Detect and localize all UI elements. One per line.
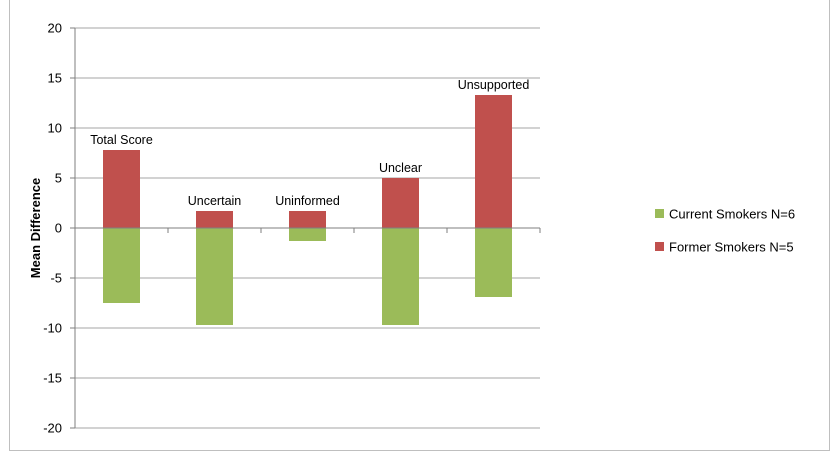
category-label: Unclear bbox=[379, 161, 422, 175]
legend-swatch bbox=[655, 242, 664, 251]
bars bbox=[103, 95, 512, 325]
y-tick-label: 10 bbox=[48, 121, 62, 136]
bar bbox=[196, 211, 233, 228]
legend-label: Current Smokers N=6 bbox=[669, 207, 795, 222]
bar bbox=[382, 178, 419, 228]
y-axis-label: Mean Difference bbox=[28, 178, 43, 278]
bar bbox=[475, 95, 512, 228]
bar bbox=[103, 150, 140, 228]
category-label: Total Score bbox=[90, 133, 153, 147]
legend-swatch bbox=[655, 209, 664, 218]
y-tick-label: 0 bbox=[55, 221, 62, 236]
bar bbox=[103, 228, 140, 303]
chart-frame bbox=[9, 0, 830, 451]
category-label: Unsupported bbox=[458, 78, 530, 92]
legend-label: Former Smokers N=5 bbox=[669, 240, 794, 255]
y-tick-label: -5 bbox=[50, 271, 62, 286]
category-label: Uncertain bbox=[188, 194, 242, 208]
y-tick-label: -10 bbox=[43, 321, 62, 336]
legend: Current Smokers N=6 Former Smokers N=5 bbox=[655, 207, 795, 255]
category-labels: Total Score Uncertain Uninformed Unclear Uns… bbox=[90, 78, 529, 208]
bar bbox=[382, 228, 419, 325]
y-tick-label: 15 bbox=[48, 71, 62, 86]
y-tick-label: -20 bbox=[43, 421, 62, 436]
category-label: Uninformed bbox=[275, 194, 340, 208]
y-tick-label: 5 bbox=[55, 171, 62, 186]
bar bbox=[289, 228, 326, 241]
y-tick-labels: 20 15 10 5 0 -5 -10 -15 -20 bbox=[43, 21, 62, 436]
axes bbox=[70, 27, 541, 429]
gridlines bbox=[75, 27, 540, 429]
bar bbox=[196, 228, 233, 325]
bar bbox=[475, 228, 512, 297]
y-tick-label: -15 bbox=[43, 371, 62, 386]
y-tick-label: 20 bbox=[48, 21, 62, 36]
bar bbox=[289, 211, 326, 228]
